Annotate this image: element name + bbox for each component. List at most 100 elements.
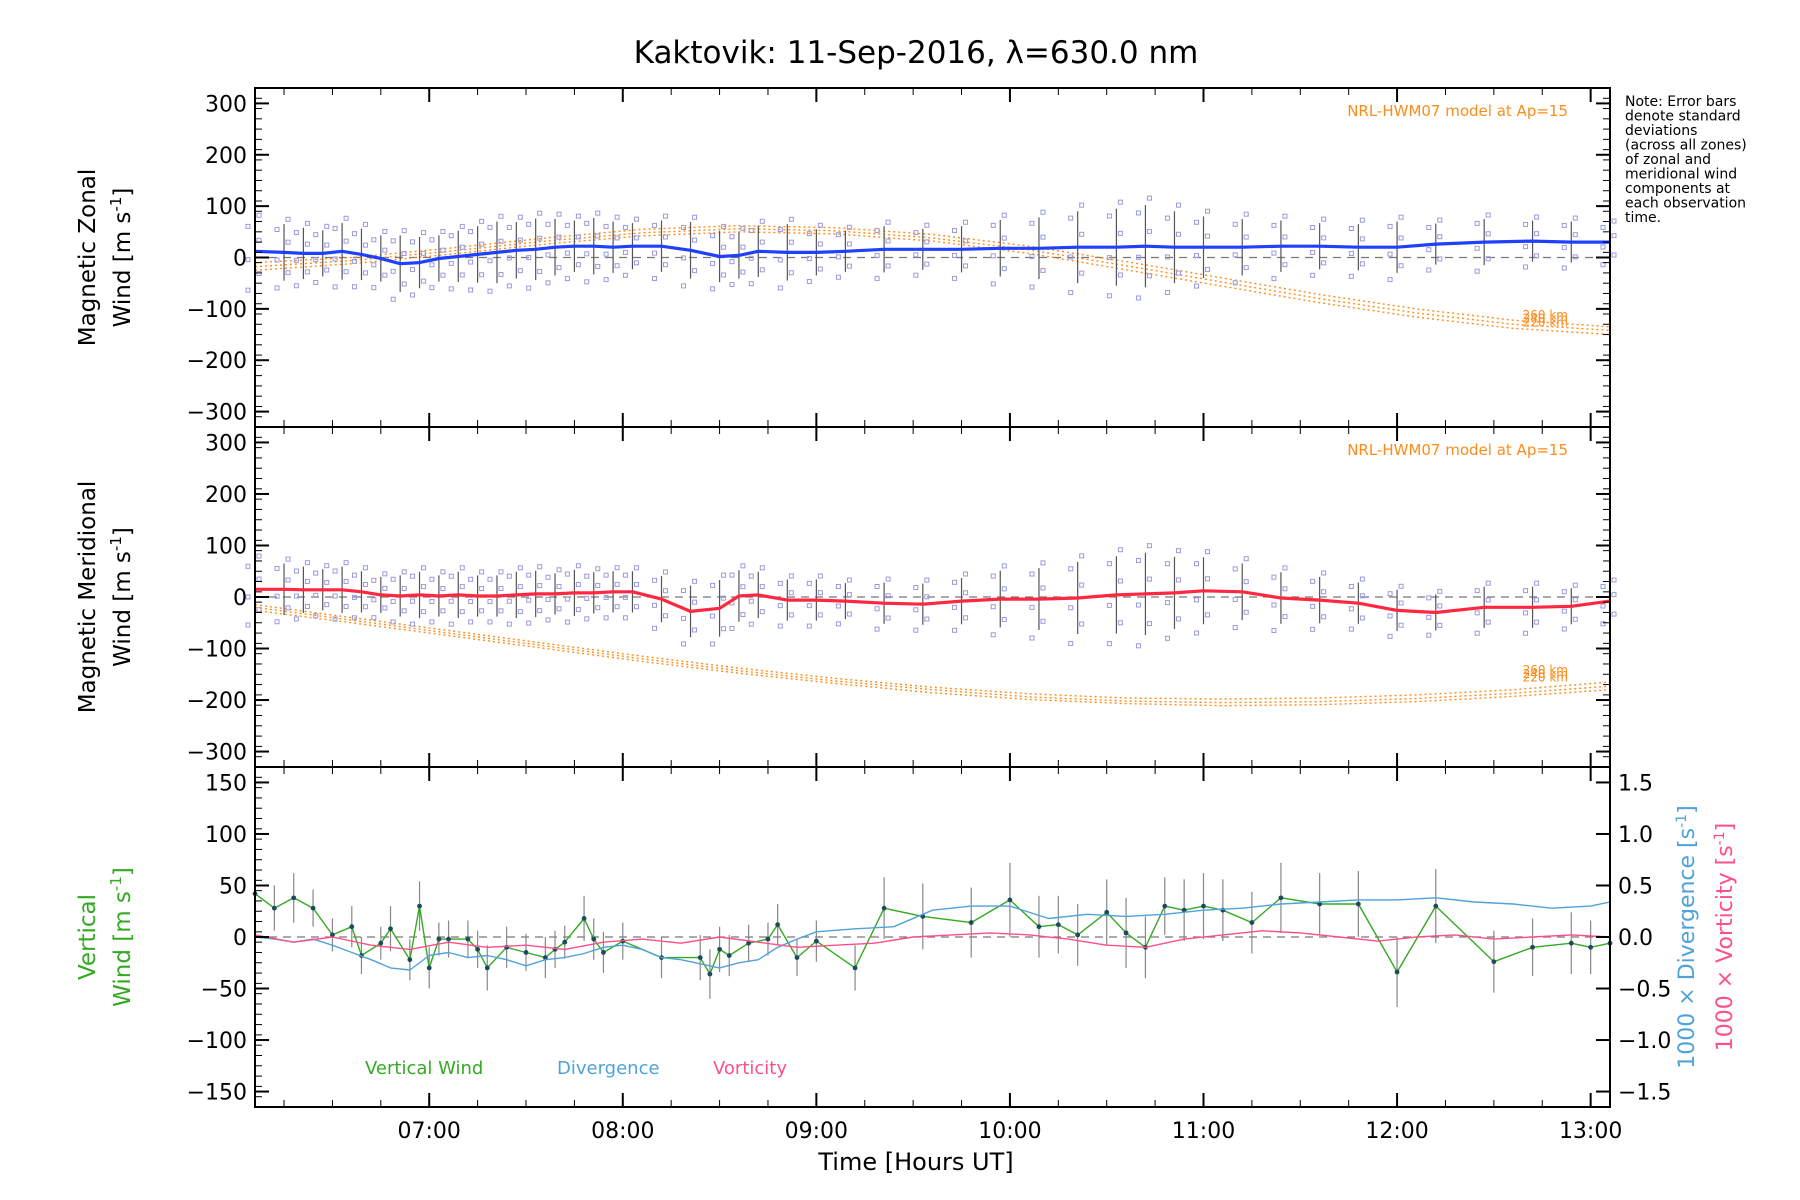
zone-sample xyxy=(526,597,532,603)
zone-sample xyxy=(759,239,765,245)
zone-sample xyxy=(468,576,474,582)
zone-sample xyxy=(584,220,590,226)
zone-sample xyxy=(1205,576,1210,582)
zone-sample xyxy=(382,585,388,591)
zone-sample xyxy=(468,619,474,625)
zone-sample xyxy=(274,619,280,625)
zone-sample xyxy=(595,210,601,216)
zone-sample xyxy=(575,563,581,569)
zone-sample xyxy=(410,267,416,273)
zone-sample xyxy=(1474,245,1480,251)
zone-sample xyxy=(545,252,551,258)
zone-sample xyxy=(506,283,512,289)
zone-sample xyxy=(382,228,388,234)
zone-sample xyxy=(1106,602,1112,608)
zone-sample xyxy=(1079,582,1085,588)
series-line-meridional xyxy=(255,587,1611,615)
zone-sample xyxy=(545,596,551,602)
zone-sample xyxy=(1348,273,1354,279)
zone-sample xyxy=(748,228,754,234)
zone-sample xyxy=(556,606,562,612)
zone-sample xyxy=(1232,566,1238,572)
zone-sample xyxy=(681,224,687,230)
zone-sample xyxy=(721,272,727,278)
zone-sample xyxy=(421,609,427,615)
zone-sample xyxy=(1485,580,1491,586)
zone-sample xyxy=(1175,202,1181,208)
zone-sample xyxy=(440,569,446,575)
data-point xyxy=(1588,944,1594,950)
zone-sample xyxy=(1474,220,1480,226)
zone-sample xyxy=(1106,213,1112,219)
zone-sample xyxy=(487,224,493,230)
zone-sample xyxy=(1001,266,1007,272)
zone-sample xyxy=(1029,635,1035,641)
zone-sample xyxy=(692,578,698,584)
zone-sample xyxy=(584,616,590,622)
zone-sample xyxy=(759,584,765,590)
zone-sample xyxy=(874,275,880,281)
zone-sample xyxy=(835,621,841,627)
zone-sample xyxy=(1146,543,1152,549)
zone-sample xyxy=(721,223,727,229)
data-point xyxy=(1181,907,1187,913)
zone-sample xyxy=(1271,222,1277,228)
note-line: time. xyxy=(1625,210,1661,226)
zone-sample xyxy=(806,580,812,586)
zone-sample xyxy=(526,285,532,291)
zone-sample xyxy=(1600,603,1606,609)
zone-sample xyxy=(1282,262,1288,268)
zone-sample xyxy=(721,244,727,250)
zone-sample xyxy=(681,615,687,621)
data-point xyxy=(775,922,781,928)
zone-sample xyxy=(362,565,368,571)
zone-sample xyxy=(663,588,668,594)
data-point xyxy=(1278,895,1284,901)
panel-vertical: −150 −100 −50 0 50 100 150 Vertical Wind [m s-1]… xyxy=(75,766,1738,1108)
zone-sample xyxy=(614,581,620,587)
zone-sample xyxy=(846,224,852,230)
zone-sample xyxy=(1359,217,1365,223)
y-tick-label: 0 xyxy=(233,586,247,611)
zone-sample xyxy=(459,609,465,615)
zone-sample xyxy=(1117,620,1123,626)
zone-sample xyxy=(285,556,291,562)
data-point xyxy=(794,955,800,961)
zone-sample xyxy=(622,615,628,621)
zone-sample xyxy=(324,563,330,569)
zone-sample xyxy=(498,608,504,614)
zone-sample xyxy=(459,244,465,250)
zone-sample xyxy=(1387,633,1393,639)
y-tick-label: −100 xyxy=(187,638,247,663)
zone-sample xyxy=(1310,249,1316,255)
zone-sample xyxy=(1271,574,1277,580)
zone-sample xyxy=(362,604,368,610)
zone-sample xyxy=(595,566,601,572)
zone-sample xyxy=(1243,556,1249,562)
zone-sample xyxy=(421,230,427,236)
model-label: NRL-HWM07 model at Ap=15 xyxy=(1347,102,1568,120)
note-line: meridional wind xyxy=(1625,167,1737,183)
data-point xyxy=(1162,903,1168,909)
y-tick-label: 50 xyxy=(219,874,247,899)
legend-entry: Divergence xyxy=(557,1058,660,1079)
data-point xyxy=(591,936,597,942)
zone-sample xyxy=(846,263,852,269)
zone-sample xyxy=(459,272,465,278)
zone-sample xyxy=(1282,234,1288,240)
zone-sample xyxy=(545,574,551,580)
zone-sample xyxy=(390,268,396,274)
zone-sample xyxy=(429,285,435,291)
zone-sample xyxy=(681,588,687,594)
zone-sample xyxy=(1572,616,1578,622)
zone-sample xyxy=(390,576,396,582)
zone-sample xyxy=(410,239,416,245)
y-tick-label: 300 xyxy=(205,92,247,117)
zone-sample xyxy=(1117,199,1123,205)
zone-sample xyxy=(324,602,330,608)
zone-sample xyxy=(256,553,262,559)
zone-sample xyxy=(575,607,581,613)
zone-sample xyxy=(1106,293,1112,299)
model-curve-240km xyxy=(254,606,1611,704)
